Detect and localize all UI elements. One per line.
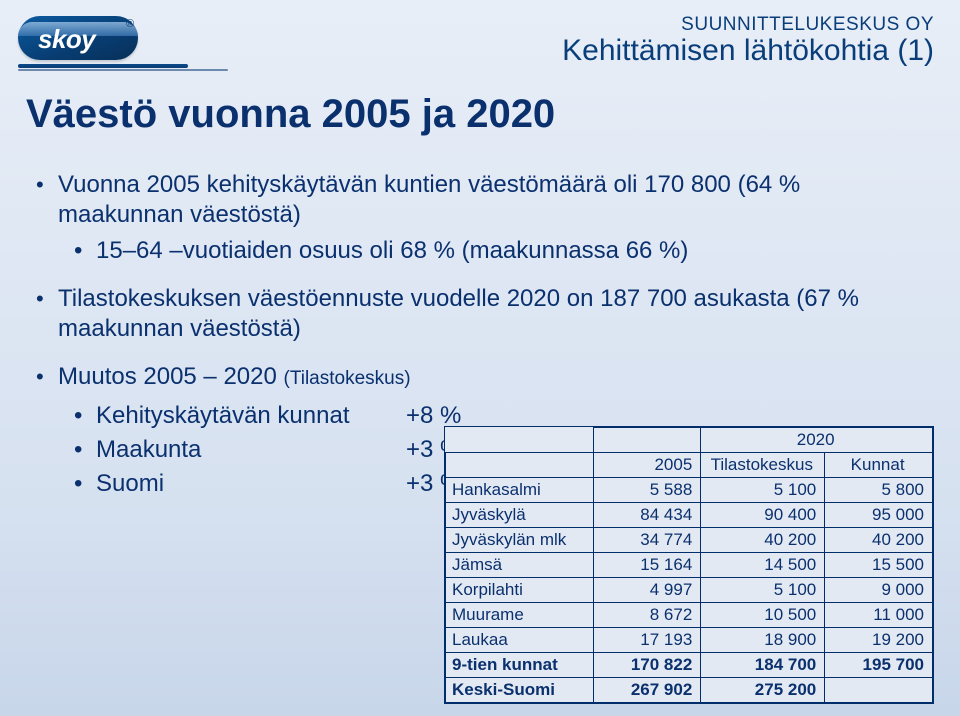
table-row-label: Laukaa — [446, 628, 594, 653]
table-header-row-1: 2020 — [446, 428, 933, 453]
table-row: Hankasalmi5 5885 1005 800 — [446, 478, 933, 503]
table-row-label: Jyväskylä — [446, 503, 594, 528]
table-row-value: 34 774 — [593, 528, 701, 553]
table-row-value: 40 200 — [825, 528, 933, 553]
table-row-value: 15 500 — [825, 553, 933, 578]
table-row-value: 275 200 — [701, 678, 825, 703]
bullet-1-sub: • 15–64 –vuotiaiden osuus oli 68 % (maak… — [74, 236, 932, 266]
table-row-value: 5 800 — [825, 478, 933, 503]
table-row-value: 11 000 — [825, 603, 933, 628]
table-col-3: Kunnat — [825, 453, 933, 478]
table-row-value: 10 500 — [701, 603, 825, 628]
bullet-3-suffix: (Tilastokeskus) — [284, 368, 411, 389]
bullet-1-sub-text: 15–64 –vuotiaiden osuus oli 68 % (maakun… — [96, 236, 932, 266]
slide-subtitle: Kehittämisen lähtökohtia (1) — [562, 34, 934, 68]
bullet-dot-icon: • — [74, 400, 96, 432]
bullet-2: • Tilastokeskuksen väestöennuste vuodell… — [36, 284, 932, 344]
table-row-label: 9-tien kunnat — [446, 653, 594, 678]
logo-text: skoy — [38, 24, 95, 55]
table-header-empty — [446, 428, 594, 453]
table-row-label: Jyväskylän mlk — [446, 528, 594, 553]
table-row-value: 267 902 — [593, 678, 701, 703]
table-header-row-2: 2005 Tilastokeskus Kunnat — [446, 453, 933, 478]
table-row-value: 5 100 — [701, 478, 825, 503]
table-row-value: 9 000 — [825, 578, 933, 603]
table-col-1: 2005 — [593, 453, 701, 478]
bullet-dot-icon: • — [74, 468, 96, 500]
table-row-value: 195 700 — [825, 653, 933, 678]
table-row-value: 15 164 — [593, 553, 701, 578]
table-row-value: 8 672 — [593, 603, 701, 628]
change-row-3-label: Suomi — [96, 468, 406, 500]
table-row-value: 40 200 — [701, 528, 825, 553]
table-row-value — [825, 678, 933, 703]
table-row-label: Jämsä — [446, 553, 594, 578]
table-total-row: Keski-Suomi267 902275 200 — [446, 678, 933, 703]
table-row-value: 5 100 — [701, 578, 825, 603]
table-row-value: 184 700 — [701, 653, 825, 678]
table-row: Jyväskylän mlk34 77440 20040 200 — [446, 528, 933, 553]
table-row-value: 17 193 — [593, 628, 701, 653]
bullet-3-text: Muutos 2005 – 2020 (Tilastokeskus) — [58, 362, 932, 394]
table-row: Muurame8 67210 50011 000 — [446, 603, 933, 628]
header-right: SUUNNITTELUKESKUS OY Kehittämisen lähtök… — [562, 14, 934, 68]
bullet-1-text: Vuonna 2005 kehityskäytävän kuntien väes… — [58, 170, 932, 230]
change-row-1-label: Kehityskäytävän kunnat — [96, 400, 406, 432]
table-col-2: Tilastokeskus — [701, 453, 825, 478]
registered-icon: ® — [126, 18, 134, 30]
table-row: Jyväskylä84 43490 40095 000 — [446, 503, 933, 528]
bullet-dot-icon: • — [36, 170, 58, 230]
logo-underline — [18, 64, 188, 68]
bullet-2-text: Tilastokeskuksen väestöennuste vuodelle … — [58, 284, 932, 344]
table-col-0 — [446, 453, 594, 478]
bullet-1: • Vuonna 2005 kehityskäytävän kuntien vä… — [36, 170, 932, 230]
table: 2020 2005 Tilastokeskus Kunnat Hankasalm… — [445, 427, 933, 703]
table-row: Korpilahti4 9975 1009 000 — [446, 578, 933, 603]
table-row: Jämsä15 16414 50015 500 — [446, 553, 933, 578]
table-row: Laukaa17 19318 90019 200 — [446, 628, 933, 653]
bullet-3: • Muutos 2005 – 2020 (Tilastokeskus) — [36, 362, 932, 394]
table-row-value: 19 200 — [825, 628, 933, 653]
table-row-value: 170 822 — [593, 653, 701, 678]
table-header-empty — [593, 428, 701, 453]
organization-name: SUUNNITTELUKESKUS OY — [562, 14, 934, 36]
table-row-value: 90 400 — [701, 503, 825, 528]
table-row-label: Muurame — [446, 603, 594, 628]
table-row-value: 84 434 — [593, 503, 701, 528]
bullet-3-prefix: Muutos 2005 – 2020 — [58, 363, 284, 390]
bullet-dot-icon: • — [74, 236, 96, 266]
population-table: 2020 2005 Tilastokeskus Kunnat Hankasalm… — [444, 426, 934, 704]
table-row-value: 4 997 — [593, 578, 701, 603]
table-row-value: 14 500 — [701, 553, 825, 578]
logo: skoy ® — [18, 14, 148, 80]
slide-root: skoy ® SUUNNITTELUKESKUS OY Kehittämisen… — [0, 0, 960, 716]
table-row-value: 95 000 — [825, 503, 933, 528]
change-row-2-label: Maakunta — [96, 434, 406, 466]
table-total-row: 9-tien kunnat170 822184 700195 700 — [446, 653, 933, 678]
table-row-value: 5 588 — [593, 478, 701, 503]
logo-underline-thin — [18, 69, 228, 71]
bullet-dot-icon: • — [36, 284, 58, 344]
table-row-label: Hankasalmi — [446, 478, 594, 503]
page-title: Väestö vuonna 2005 ja 2020 — [26, 92, 555, 137]
table-row-value: 18 900 — [701, 628, 825, 653]
bullet-dot-icon: • — [36, 362, 58, 394]
bullet-dot-icon: • — [74, 434, 96, 466]
table-row-label: Keski-Suomi — [446, 678, 594, 703]
table-header-year: 2020 — [701, 428, 933, 453]
table-row-label: Korpilahti — [446, 578, 594, 603]
